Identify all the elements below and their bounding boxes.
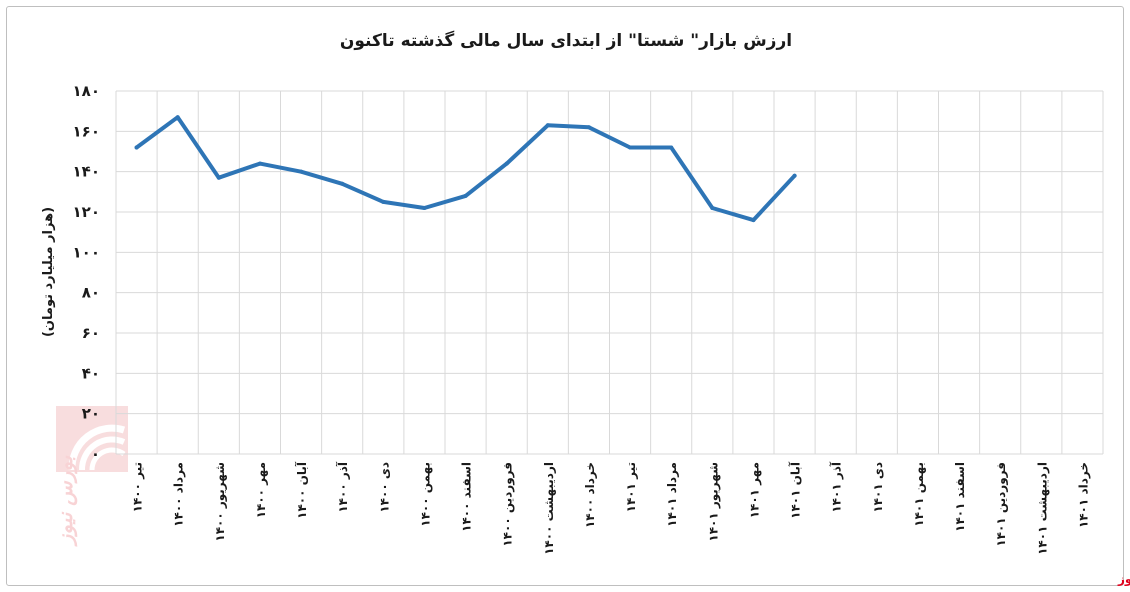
data-point [751,218,756,223]
series-line [134,115,797,223]
y-axis-label: (هزار میلیارد تومان) [41,207,56,337]
x-tick-label: مهر ۱۴۰۱ [747,462,761,518]
data-point [299,169,304,174]
data-point [381,199,386,204]
data-point [257,161,262,166]
x-tick-label: آبان ۱۴۰۰ [294,461,309,519]
data-point [175,115,180,120]
x-tick-label: مرداد ۱۴۰۰ [172,462,186,527]
svg-text:بورس نیوز: بورس نیوز [53,455,78,547]
data-point [422,205,427,210]
data-point [216,175,221,180]
x-tick-label: اسفند ۱۴۰۱ [953,462,967,532]
x-tick-label: آذر ۱۴۰۰ [335,461,350,513]
y-tick-label: ۱۸۰ [73,82,100,100]
x-tick-label: فروردین ۱۴۰۱ [994,462,1009,547]
data-point [628,145,633,150]
x-axis-ticks: تیر ۱۴۰۰ مرداد ۱۴۰۰ شهریور ۱۴۰۰ مهر ۱۴۰۰ آبا… [131,461,1091,555]
x-tick-label: تیر ۱۴۰۱ [624,462,638,512]
y-tick-label: ۶۰ [82,324,100,342]
x-tick-label: مهر ۱۴۰۰ [254,462,268,518]
series-layer [134,115,797,223]
y-tick-label: ۱۶۰ [73,122,100,140]
x-tick-label: اردیبهشت ۱۴۰۱ [1035,462,1049,555]
chart-title: ارزش بازار" شستا" از ابتدای سال مالی گذش… [340,30,792,51]
y-tick-label: ۱۰۰ [73,243,100,261]
y-tick-label: ۰ [91,445,100,463]
x-tick-label: فروردین ۱۴۰۰ [501,462,516,547]
data-point [545,123,550,128]
x-tick-label: مرداد ۱۴۰۱ [665,462,679,527]
data-point [710,205,715,210]
watermark-logo: بورس نیوز [53,406,128,547]
x-tick-label: بهمن ۱۴۰۱ [912,462,926,527]
x-tick-label: دی ۱۴۰۱ [871,462,885,513]
data-point [669,145,674,150]
x-tick-label: تیر ۱۴۰۰ [131,462,145,512]
chart-frame [6,6,1124,586]
y-tick-label: ۸۰ [82,284,100,302]
x-tick-label: خرداد ۱۴۰۰ [583,462,597,528]
data-point [134,145,139,150]
x-tick-label: دی ۱۴۰۰ [377,462,391,513]
x-tick-label: آبان ۱۴۰۱ [788,461,803,519]
data-point [504,161,509,166]
x-tick-label: شهریور ۱۴۰۰ [213,462,228,542]
data-point [792,173,797,178]
x-tick-label: آذر ۱۴۰۱ [829,461,844,513]
x-tick-label: خرداد ۱۴۰۱ [1076,462,1090,528]
y-tick-label: ۱۲۰ [73,203,100,221]
x-tick-label: اردیبهشت ۱۴۰۰ [542,462,556,555]
data-point [340,181,345,186]
y-tick-label: ۴۰ [82,364,100,382]
data-point [586,125,591,130]
x-tick-label: بهمن ۱۴۰۰ [418,462,432,527]
x-tick-label: اسفند ۱۴۰۰ [460,462,474,532]
data-point [463,193,468,198]
grid [115,90,1104,455]
source-label: بورس نیوز [1117,572,1130,587]
y-tick-label: ۲۰ [82,405,100,423]
x-tick-label: شهریور ۱۴۰۱ [706,462,721,542]
y-axis-ticks: ۰ ۲۰ ۴۰ ۶۰ ۸۰ ۱۰۰ ۱۲۰ ۱۴۰ ۱۶۰ ۱۸۰ [73,82,100,463]
y-tick-label: ۱۴۰ [73,163,100,181]
